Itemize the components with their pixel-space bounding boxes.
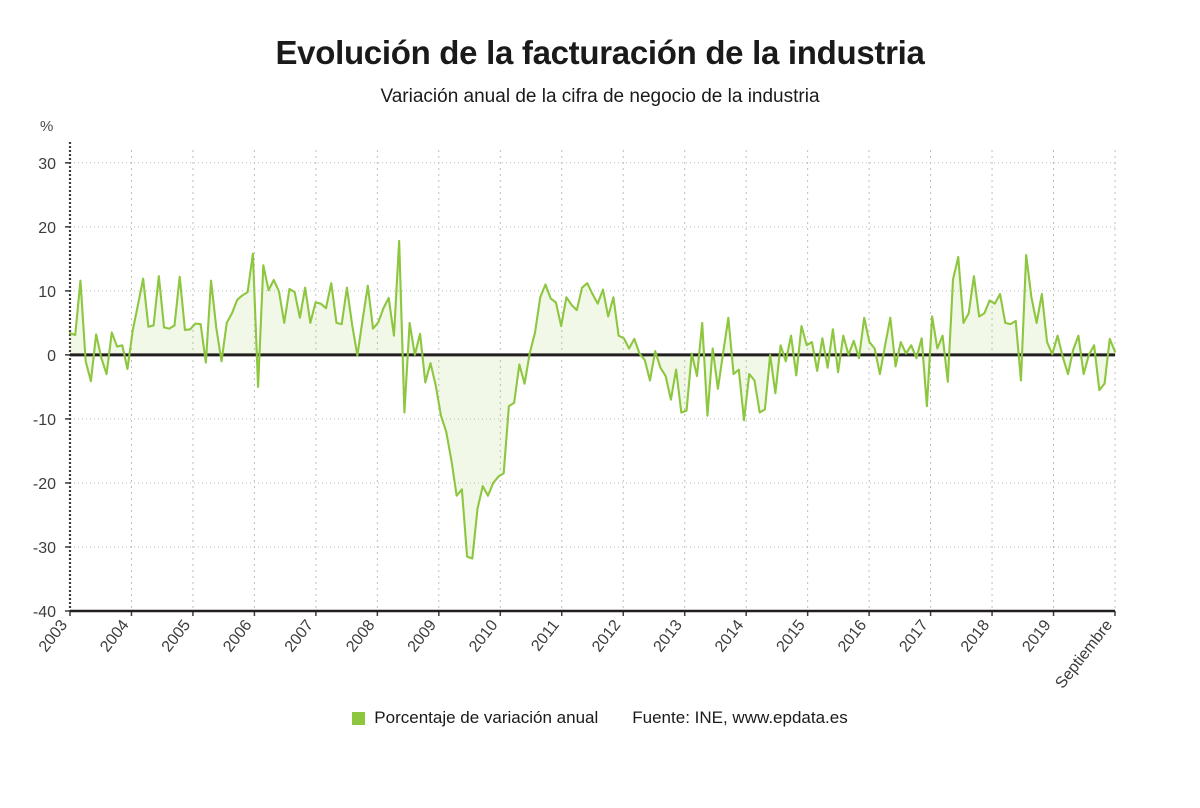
- x-axis-tick-label: 2011: [528, 617, 563, 655]
- x-axis-tick-label: 2004: [97, 617, 132, 656]
- y-axis-tick-label: 30: [38, 156, 56, 173]
- x-axis-tick-label: 2017: [896, 617, 931, 656]
- y-axis-unit-label: %: [40, 118, 54, 135]
- x-axis-tick-label: 2012: [589, 617, 624, 656]
- chart-canvas: 30 20 10 0 -10 -20 -30 -40 2003 2004 2005 2006 2007 2…: [33, 142, 1117, 692]
- y-axis-tick-label: 0: [47, 348, 56, 365]
- x-axis-tick-label: 2003: [36, 617, 71, 656]
- page-title: Evolución de la facturación de la indust…: [275, 34, 925, 71]
- x-axis-tick-label: 2013: [651, 617, 686, 656]
- x-axis-tick-label: 2016: [835, 617, 870, 656]
- source-attribution: Fuente: INE, www.epdata.es: [632, 708, 848, 727]
- page-subtitle: Variación anual de la cifra de negocio d…: [380, 86, 820, 107]
- x-axis-tick-label: 2014: [712, 617, 747, 656]
- x-axis-tick-label: 2019: [1019, 617, 1054, 656]
- series-line-porcentaje-variacion-anual: [68, 239, 1117, 560]
- y-axis-tick-label: -10: [33, 412, 56, 429]
- y-axis-tick-label: -20: [33, 476, 56, 493]
- x-axis-tick-label: 2007: [282, 617, 317, 656]
- x-axis-tick-label: 2010: [466, 617, 501, 656]
- x-axis-tick-label: 2005: [159, 617, 194, 656]
- chart-legend: Porcentaje de variación anual Fuente: IN…: [0, 708, 1200, 728]
- y-axis-tick-label: -40: [33, 604, 56, 621]
- x-axis-tick-label: 2006: [220, 617, 255, 656]
- legend-item-series[interactable]: Porcentaje de variación anual: [352, 708, 598, 728]
- y-axis-tick-label: -30: [33, 540, 56, 557]
- x-axis-tick-label: Septiembre: [1052, 617, 1116, 692]
- series-area-fill: [70, 240, 1115, 559]
- y-axis-tick-label: 10: [38, 284, 56, 301]
- x-axis-tick-label: 2015: [773, 617, 808, 656]
- x-axis-tick-label: 2018: [958, 617, 993, 656]
- y-axis-tick-label: 20: [38, 220, 56, 237]
- x-axis-tick-label: 2008: [343, 617, 378, 656]
- legend-series-label: Porcentaje de variación anual: [374, 708, 599, 727]
- x-axis-tick-label: 2009: [405, 617, 440, 656]
- legend-swatch-icon: [352, 711, 366, 725]
